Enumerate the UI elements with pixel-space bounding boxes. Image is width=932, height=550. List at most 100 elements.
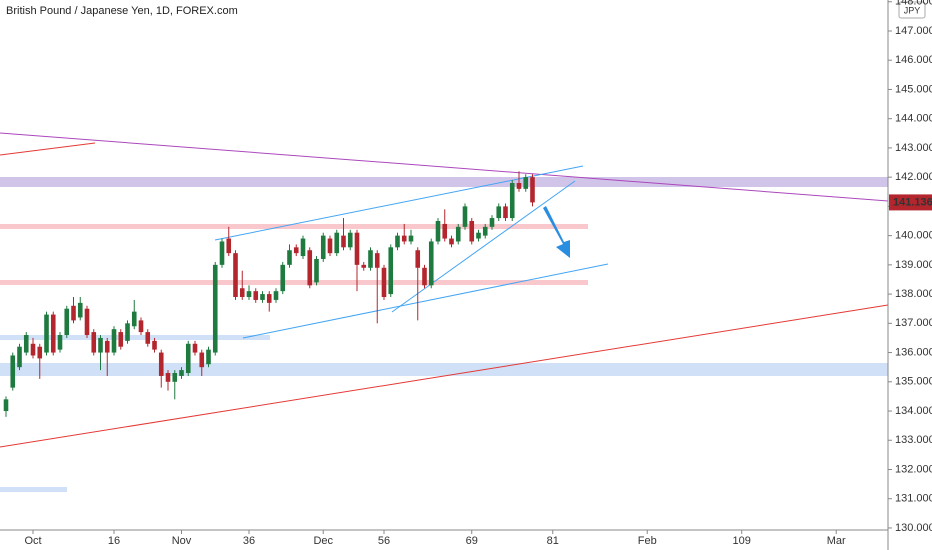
candle-body [266, 294, 272, 303]
candle-body [239, 288, 245, 298]
resistance-zone [0, 177, 888, 187]
candle-body [395, 235, 400, 248]
candle-body [57, 335, 63, 350]
y-tick-label: 142.000 [895, 171, 932, 183]
candle-body [64, 308, 70, 336]
candle-body [50, 314, 56, 353]
candle-body [368, 250, 373, 268]
candle-body [341, 235, 346, 248]
y-tick-label: 132.000 [895, 463, 932, 475]
candle-body [401, 235, 407, 242]
candle-body [118, 332, 124, 347]
candle-body [293, 247, 299, 254]
candle-body [361, 264, 367, 268]
x-tick-label: 16 [108, 535, 120, 547]
last-price-label: 141.136 [893, 196, 932, 208]
candle-body [354, 232, 360, 265]
candle-body [307, 250, 313, 286]
candle-body [185, 343, 191, 374]
candle-body [125, 323, 130, 341]
x-tick-label: 81 [547, 535, 559, 547]
candle-body [104, 340, 110, 353]
candle-body [91, 332, 97, 353]
candle-body [280, 264, 286, 292]
channel-line [214, 165, 584, 241]
candle-body [273, 291, 279, 300]
candle-body [23, 335, 29, 353]
candle-body [442, 223, 448, 239]
channel-line [391, 180, 576, 313]
support-zone [0, 363, 888, 376]
y-tick-label: 135.000 [895, 376, 932, 388]
candle-body [462, 206, 468, 227]
candle-body [138, 320, 144, 333]
last-price-tag [889, 194, 932, 211]
candle-body [422, 267, 427, 286]
candle-body [172, 373, 178, 382]
y-tick-label: 138.000 [895, 288, 932, 300]
candle-body [374, 253, 380, 268]
candle-body [415, 250, 421, 268]
candle-body [253, 291, 259, 300]
candle-body [327, 238, 333, 254]
y-tick-label: 134.000 [895, 405, 932, 417]
candle-body [71, 305, 76, 321]
candle-body [145, 332, 151, 344]
currency[interactable]: JPY [904, 5, 921, 15]
candle-body [3, 399, 9, 412]
chart-title: British Pound / Japanese Yen, 1D, FOREX.… [6, 5, 238, 17]
candle-body [503, 206, 508, 219]
support-zone [0, 335, 270, 340]
candle-body [158, 352, 164, 376]
candle-body [347, 232, 353, 248]
candles [3, 171, 535, 417]
x-tick-label: 109 [733, 535, 751, 547]
candle-body [320, 235, 326, 260]
x-tick-label: 56 [378, 535, 390, 547]
currency-box[interactable] [898, 1, 926, 19]
candle-body [469, 221, 475, 242]
y-tick-label: 133.000 [895, 434, 932, 446]
candle-body [449, 238, 454, 245]
y-tick-label: 136.000 [895, 346, 932, 358]
y-tick-label: 131.000 [895, 493, 932, 505]
support-zone [0, 224, 588, 229]
y-tick-label: 143.000 [895, 142, 932, 154]
candle-body [111, 329, 117, 353]
y-tick-label: 130.000 [895, 522, 932, 534]
y-tick-label: 145.000 [895, 83, 932, 95]
support-zone [0, 280, 588, 285]
candle-body [388, 247, 394, 295]
trend-line [0, 142, 96, 156]
y-tick-label: 146.000 [895, 54, 932, 66]
candle-body [260, 294, 265, 300]
y-tick-label: 147.000 [895, 25, 932, 37]
candle-body [44, 314, 49, 353]
x-tick-label: Oct [24, 535, 41, 547]
candle-body [381, 267, 387, 298]
y-tick-label: 140.000 [895, 230, 932, 242]
candle-body [212, 264, 218, 353]
candle-body [334, 232, 340, 254]
candle-body [516, 183, 522, 189]
candle-body [428, 241, 434, 286]
x-tick-label: 36 [243, 535, 255, 547]
drawings [0, 132, 889, 492]
candle-body [30, 343, 36, 356]
candle-body [287, 250, 292, 265]
candle-body [226, 238, 232, 254]
candle-body [233, 253, 238, 298]
y-tick-label: 148.000 [895, 0, 932, 8]
candle-body [509, 183, 515, 219]
trend-line [0, 304, 889, 448]
candle-body [37, 346, 43, 359]
candle-body [17, 346, 22, 368]
candle-body [98, 337, 103, 353]
arrow [543, 206, 570, 258]
trend-line [0, 132, 889, 202]
candle-body [77, 302, 83, 318]
candle-body [530, 177, 535, 203]
candle-body [152, 340, 157, 350]
x-tick-label: Feb [638, 535, 657, 547]
